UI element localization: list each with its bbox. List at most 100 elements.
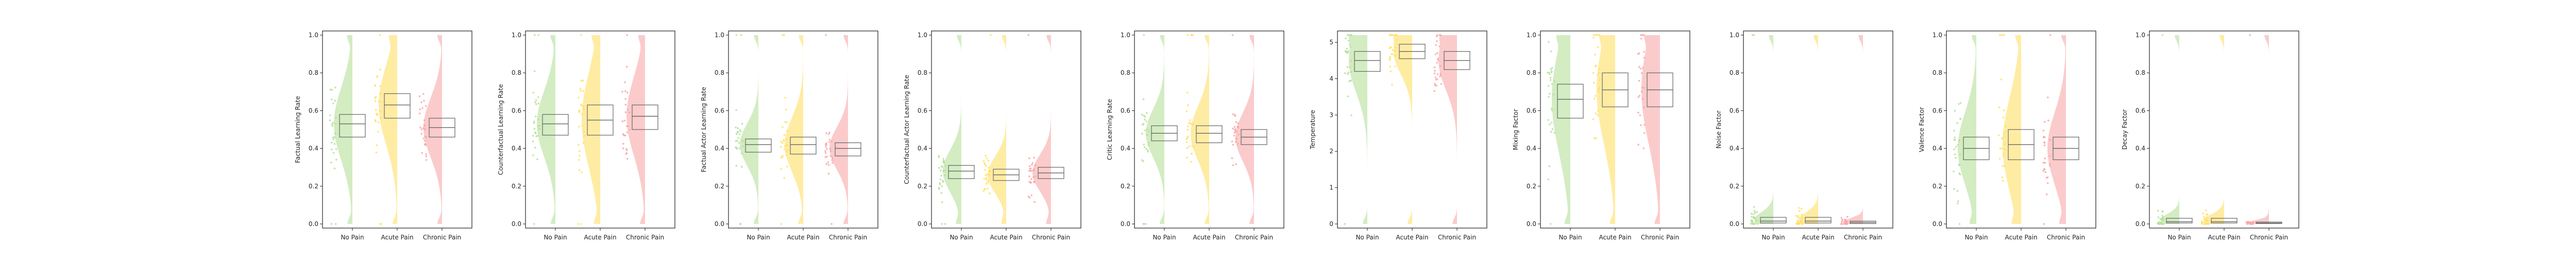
data-point — [1232, 127, 1234, 130]
data-point — [380, 223, 382, 225]
data-point — [784, 148, 786, 151]
data-point — [738, 142, 740, 144]
data-point — [1392, 34, 1394, 36]
data-point — [1348, 34, 1351, 36]
data-point — [1187, 135, 1189, 138]
y-tick-label: 1.0 — [1121, 31, 1130, 39]
data-point — [330, 223, 333, 225]
data-point — [1031, 164, 1033, 166]
data-point — [1438, 45, 1440, 47]
data-point — [379, 93, 382, 95]
data-point — [825, 143, 827, 146]
density-cloud — [334, 35, 352, 224]
data-point — [1637, 143, 1639, 146]
data-point — [1753, 216, 1755, 218]
data-point — [1547, 119, 1550, 121]
data-point — [1550, 68, 1552, 70]
data-point — [1592, 34, 1595, 36]
data-point — [1799, 210, 1801, 212]
box — [1805, 217, 1832, 223]
data-point — [1032, 169, 1035, 172]
density-cloud — [1191, 35, 1209, 224]
y-tick-label: 2 — [1329, 148, 1333, 155]
data-point — [780, 168, 783, 170]
x-tick-label: Acute Pain — [381, 234, 413, 241]
y-tick-label: 0.6 — [2136, 107, 2145, 114]
data-point — [1187, 104, 1189, 106]
data-point — [1389, 56, 1391, 58]
data-point — [784, 145, 786, 148]
data-point — [1193, 146, 1195, 149]
data-point — [2162, 219, 2164, 221]
panel-8: 0.0 0.2 0.4 0.6 0.8 1.0 Noise Factor No Pain Acu… — [1715, 30, 1893, 241]
data-point — [2000, 34, 2003, 36]
data-point — [1754, 223, 1756, 225]
data-point — [1958, 163, 1960, 166]
data-point — [2044, 157, 2046, 160]
data-point — [942, 181, 944, 183]
data-point — [1592, 82, 1595, 84]
data-point — [2044, 171, 2047, 173]
data-point — [334, 123, 337, 125]
data-point — [1639, 114, 1641, 117]
density-cloud — [988, 35, 1006, 224]
data-point — [1028, 181, 1030, 183]
data-point — [1433, 90, 1436, 92]
data-point — [1142, 98, 1145, 101]
data-point — [1550, 131, 1552, 133]
box — [745, 138, 772, 153]
data-point — [2004, 148, 2006, 151]
data-point — [942, 170, 944, 172]
data-point — [379, 117, 382, 119]
data-point — [1795, 223, 1798, 225]
data-point — [2003, 34, 2005, 36]
data-point — [1144, 119, 1146, 121]
data-point — [624, 104, 626, 106]
data-point — [1143, 34, 1145, 36]
data-point — [2002, 180, 2004, 182]
data-point — [1185, 110, 1188, 112]
data-point — [1753, 210, 1756, 212]
y-tick-label: 5 — [1329, 39, 1333, 46]
data-point — [1956, 202, 1959, 205]
data-point — [1840, 223, 1842, 225]
x-tick-label: No Pain — [1355, 234, 1379, 241]
data-point — [375, 112, 378, 115]
data-point — [1954, 153, 1956, 156]
data-point — [985, 174, 987, 176]
data-point — [2249, 34, 2251, 36]
data-point — [1187, 137, 1189, 139]
data-point — [1643, 87, 1646, 89]
data-point — [332, 138, 335, 140]
data-point — [534, 70, 536, 72]
box — [948, 165, 975, 179]
data-point — [783, 139, 785, 141]
y-axis-label: Temperature — [1309, 110, 1316, 150]
data-point — [1640, 124, 1642, 126]
data-point — [938, 167, 940, 169]
x-tick-label: Acute Pain — [787, 234, 819, 241]
y-tick-label: 0 — [1329, 220, 1333, 228]
x-tick-label: Chronic Pain — [2250, 234, 2288, 241]
data-point — [1641, 86, 1643, 89]
data-point — [1146, 112, 1148, 114]
data-point — [1345, 37, 1347, 39]
data-point — [1551, 83, 1553, 85]
data-point — [825, 163, 828, 165]
data-point — [782, 155, 784, 157]
data-point — [424, 128, 426, 131]
data-point — [1597, 34, 1599, 36]
data-point — [1395, 46, 1397, 49]
data-point — [737, 137, 739, 139]
data-point — [1346, 66, 1349, 68]
y-tick-label: 0.4 — [715, 145, 724, 152]
x-tick-label: No Pain — [950, 234, 973, 241]
data-point — [332, 152, 335, 154]
data-point — [1641, 34, 1643, 36]
data-point — [784, 121, 786, 123]
data-point — [1958, 139, 1960, 141]
data-point — [941, 185, 943, 187]
data-point — [1637, 111, 1639, 114]
data-point — [989, 170, 992, 172]
data-point — [374, 97, 376, 100]
